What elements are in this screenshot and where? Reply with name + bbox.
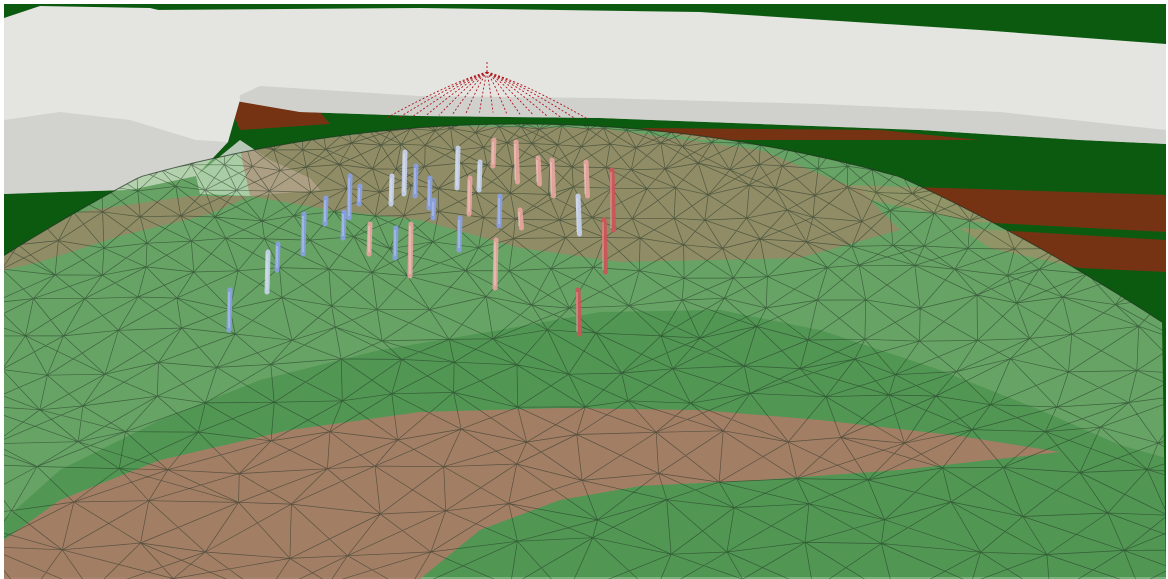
well-trajectory <box>392 225 399 261</box>
well-trajectory <box>274 241 281 273</box>
well-trajectory <box>583 159 590 199</box>
well-trajectory <box>575 287 582 337</box>
salmon-layer-bottom <box>4 408 1060 579</box>
well-trajectory <box>401 149 408 197</box>
well-trajectory <box>412 163 419 199</box>
well-trajectories <box>226 137 616 337</box>
well-trajectory <box>575 193 582 237</box>
dome-layers <box>3 123 1166 579</box>
wellhead-fan <box>384 62 588 120</box>
well-trajectory <box>456 215 463 253</box>
well-trajectory <box>549 157 556 199</box>
red-stratum-center <box>640 128 980 140</box>
rock-ridge-shadow <box>230 86 1166 144</box>
well-trajectory <box>356 183 363 207</box>
dome-outline <box>3 123 1163 323</box>
well-trajectory <box>300 211 307 257</box>
rock-outcrop <box>4 6 1166 196</box>
well-trajectory <box>366 221 373 257</box>
well-trajectory <box>490 137 497 169</box>
wellhead-fan-lines <box>384 62 588 120</box>
well-trajectory <box>388 173 395 207</box>
well-trajectory <box>496 193 503 229</box>
well-trajectory <box>535 155 542 187</box>
well-trajectory <box>476 159 483 193</box>
well-trajectory <box>426 175 433 211</box>
well-trajectory <box>517 207 524 231</box>
well-trajectory <box>466 175 473 217</box>
well-trajectory <box>407 221 414 279</box>
well-trajectory <box>226 287 233 333</box>
well-trajectory <box>430 197 437 221</box>
well-trajectory <box>454 145 461 191</box>
well-trajectory <box>609 167 616 233</box>
well-trajectory <box>346 173 353 221</box>
red-stratum-left <box>230 98 330 130</box>
well-trajectory <box>264 249 271 295</box>
well-trajectory <box>340 209 347 241</box>
well-trajectory <box>322 195 329 227</box>
salmon-layer-left <box>4 196 250 270</box>
well-trajectory <box>601 217 608 275</box>
well-trajectory <box>492 237 499 291</box>
well-trajectory <box>513 139 520 185</box>
